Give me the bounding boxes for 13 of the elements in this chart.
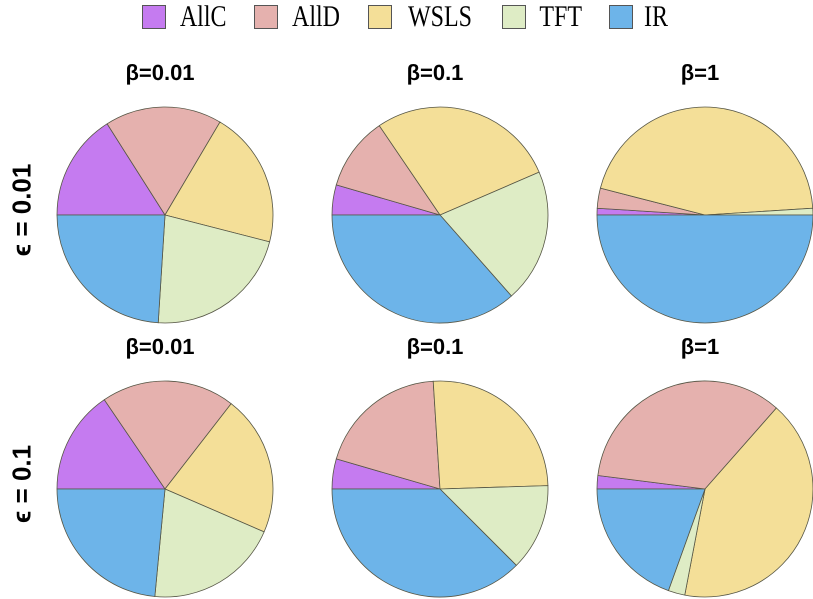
legend-label: AllC <box>179 0 226 34</box>
legend-label: AllD <box>292 0 340 34</box>
text: β=0.01 <box>124 60 196 86</box>
chart-title: β=0.1 <box>406 60 464 86</box>
text: ϵ = 0.01 <box>6 164 38 256</box>
chart-title: β=1 <box>680 334 720 360</box>
chart-title: β=1 <box>680 60 720 86</box>
chart-title: β=0.01 <box>124 334 196 360</box>
legend-label: TFT <box>539 0 582 34</box>
chart-title: β=0.1 <box>406 334 464 360</box>
text: ϵ = 0.1 <box>6 444 38 524</box>
legend-label: WSLS <box>408 0 472 34</box>
legend-label: IR <box>644 0 668 34</box>
